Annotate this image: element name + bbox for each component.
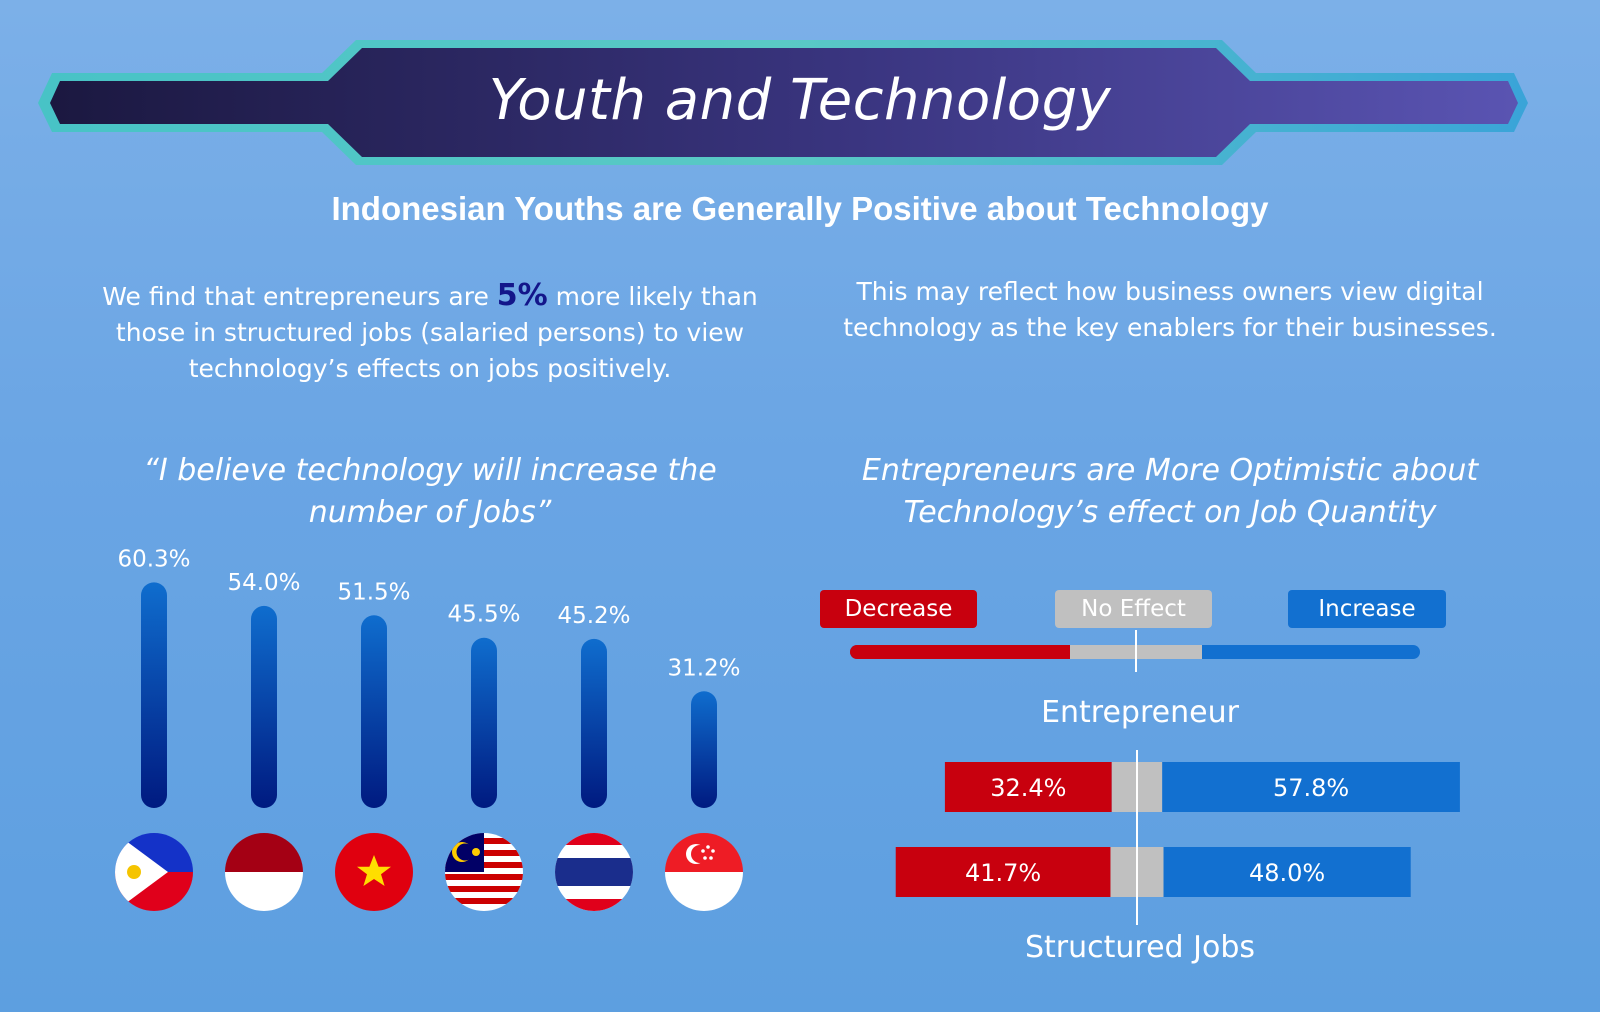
label-decrease-structured-jobs: 41.7% (965, 859, 1041, 887)
group-label-structured-jobs: Structured Jobs (1024, 930, 1255, 965)
entrepreneur-finding-text: We find that entrepreneurs are 5% more l… (90, 278, 770, 387)
finding-text-before: We find that entrepreneurs are (102, 282, 497, 311)
singapore-flag-icon (665, 833, 743, 911)
bar-vietnam (361, 615, 387, 808)
group-label-entrepreneur: Entrepreneur (1041, 695, 1239, 730)
legend-increase: Increase (1288, 590, 1446, 628)
malaysia-flag-icon (445, 833, 523, 911)
finding-highlight-value: 5% (496, 278, 548, 313)
bar-indonesia (251, 605, 277, 808)
legend-decrease: Decrease (820, 590, 977, 628)
bar-label-malaysia: 45.5% (447, 602, 520, 628)
bar-label-indonesia: 54.0% (227, 570, 300, 596)
bar-philippines (141, 582, 167, 808)
segment-increase-structured-jobs (1163, 847, 1411, 897)
bar-chart-heading: “I believe technology will increase the … (143, 453, 717, 530)
title-banner (38, 40, 1528, 165)
bar-thailand (581, 638, 607, 808)
bar-label-singapore: 31.2% (667, 655, 740, 681)
bar-malaysia (471, 637, 497, 808)
business-owner-text: This may reflect how business owners vie… (843, 277, 1497, 342)
label-decrease-entrepreneur: 32.4% (990, 774, 1066, 802)
bar-singapore (691, 691, 717, 808)
segment-increase-entrepreneur (1162, 762, 1460, 812)
job-quantity-stacked-chart: 32.4% 57.8% 41.7% 48.0% (895, 750, 1460, 925)
legend-center-line (1135, 630, 1137, 672)
bar-label-vietnam: 51.5% (337, 579, 410, 605)
indonesia-flag-icon (225, 833, 303, 911)
subtitle: Indonesian Youths are Generally Positive… (331, 190, 1269, 227)
thailand-flag-icon (555, 833, 633, 911)
legend-no-effect: No Effect (1055, 590, 1212, 628)
page-title: Youth and Technology (488, 68, 1112, 133)
stacked-chart-heading: Entrepreneurs are More Optimistic about … (861, 453, 1479, 530)
label-increase-entrepreneur: 57.8% (1273, 774, 1349, 802)
vietnam-flag-icon (335, 833, 413, 911)
bar-label-philippines: 60.3% (117, 546, 190, 572)
bar-label-thailand: 45.2% (557, 603, 630, 629)
label-increase-structured-jobs: 48.0% (1249, 859, 1325, 887)
country-bar-chart: 60.3% 54.0% 51.5% 45.5% 45.2% 31.2% (115, 546, 743, 911)
segment-decrease-structured-jobs (895, 847, 1111, 897)
philippines-flag-icon (115, 833, 193, 911)
segment-decrease-entrepreneur (944, 762, 1112, 812)
finding-text-after: more likely than those in structured job… (115, 282, 758, 383)
stacked-center-line (1136, 750, 1138, 925)
